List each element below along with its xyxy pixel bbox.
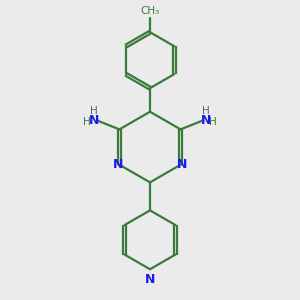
Text: CH₃: CH₃ xyxy=(140,6,160,16)
Text: N: N xyxy=(145,273,155,286)
Text: H: H xyxy=(83,117,91,127)
Text: H: H xyxy=(90,106,98,116)
Text: H: H xyxy=(202,106,210,116)
Text: H: H xyxy=(209,117,217,127)
Text: N: N xyxy=(177,158,187,171)
Text: N: N xyxy=(88,114,99,127)
Text: N: N xyxy=(113,158,123,171)
Text: N: N xyxy=(201,114,211,127)
